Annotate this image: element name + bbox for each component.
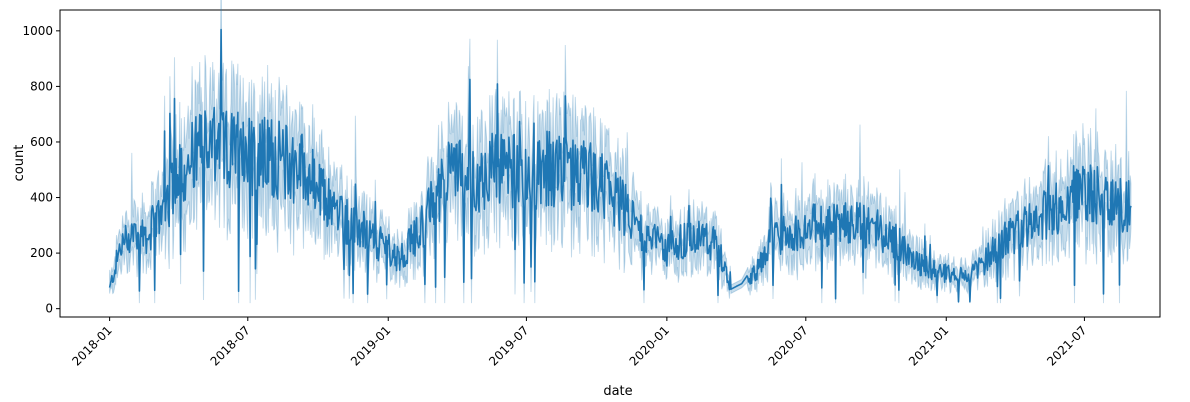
x-tick-label: 2021-01 xyxy=(906,323,951,368)
y-axis-label: count xyxy=(12,145,27,182)
y-tick-label: 400 xyxy=(30,191,53,205)
x-tick-label: 2018-07 xyxy=(208,323,253,368)
y-tick-label: 800 xyxy=(30,79,53,93)
x-tick-label: 2019-07 xyxy=(486,323,531,368)
x-axis: 2018-01 2018-07 2019-01 2019-07 2020-01 2020-… xyxy=(69,317,1090,369)
x-axis-label: date xyxy=(603,384,632,399)
y-tick-label: 200 xyxy=(30,246,53,260)
x-tick-label: 2019-01 xyxy=(348,323,393,368)
x-tick-label: 2021-07 xyxy=(1044,323,1089,368)
y-tick-label: 1000 xyxy=(22,24,53,38)
y-axis: 0 200 400 600 800 1000 xyxy=(22,24,60,316)
series-line xyxy=(108,28,1132,303)
y-tick-label: 0 xyxy=(45,302,53,316)
series-line-layer xyxy=(108,28,1132,303)
x-tick-label: 2020-07 xyxy=(766,323,811,368)
x-tick-label: 2018-01 xyxy=(69,323,114,368)
plot-frame xyxy=(59,9,1161,318)
x-tick-label: 2020-01 xyxy=(627,323,672,368)
y-tick-label: 600 xyxy=(30,135,53,149)
